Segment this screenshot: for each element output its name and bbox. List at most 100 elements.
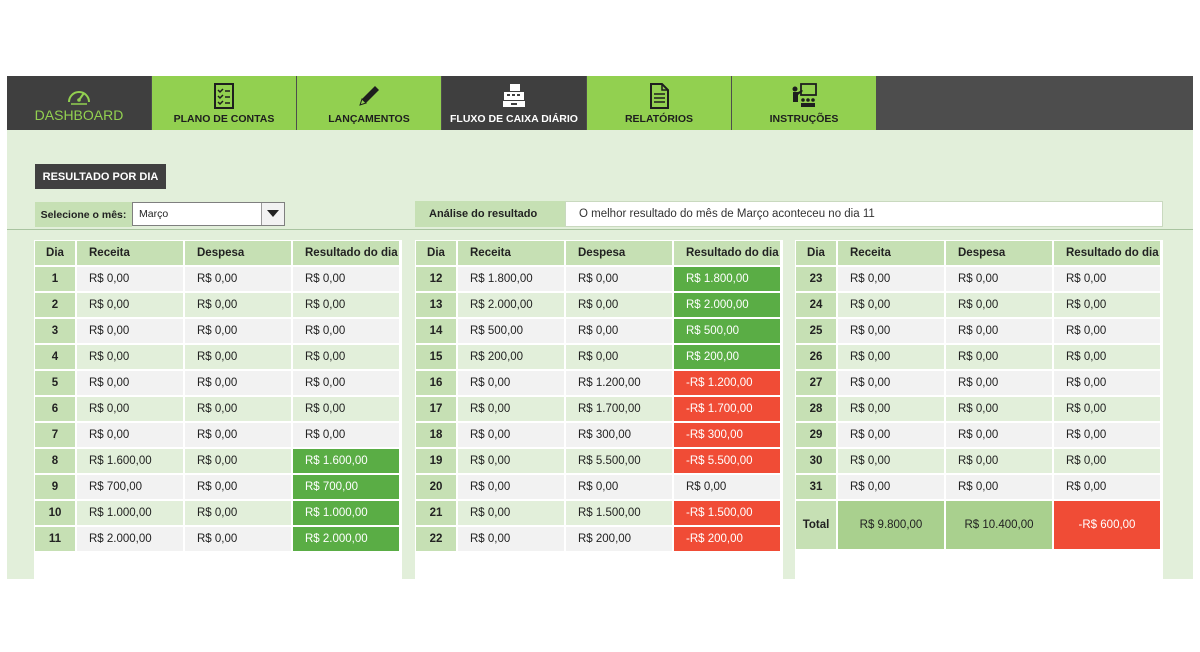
resultado-cell[interactable]: R$ 0,00 (292, 370, 400, 396)
despesa-cell[interactable]: R$ 0,00 (945, 422, 1053, 448)
despesa-cell[interactable]: R$ 0,00 (945, 318, 1053, 344)
day-cell[interactable]: 2 (34, 292, 76, 318)
despesa-cell[interactable]: R$ 1.700,00 (565, 396, 673, 422)
receita-cell[interactable]: R$ 700,00 (76, 474, 184, 500)
despesa-cell[interactable]: R$ 0,00 (184, 526, 292, 552)
receita-cell[interactable]: R$ 0,00 (457, 422, 565, 448)
resultado-cell[interactable]: R$ 0,00 (292, 396, 400, 422)
despesa-cell[interactable]: R$ 0,00 (945, 448, 1053, 474)
resultado-cell[interactable]: -R$ 1.200,00 (673, 370, 781, 396)
day-cell[interactable]: 28 (795, 396, 837, 422)
receita-cell[interactable]: R$ 2.000,00 (457, 292, 565, 318)
despesa-cell[interactable]: R$ 0,00 (565, 344, 673, 370)
receita-cell[interactable]: R$ 0,00 (76, 344, 184, 370)
resultado-cell[interactable]: R$ 0,00 (1053, 344, 1161, 370)
resultado-cell[interactable]: R$ 0,00 (1053, 292, 1161, 318)
day-cell[interactable]: 7 (34, 422, 76, 448)
despesa-cell[interactable]: R$ 0,00 (565, 474, 673, 500)
resultado-cell[interactable]: R$ 1.800,00 (673, 266, 781, 292)
day-cell[interactable]: 25 (795, 318, 837, 344)
receita-cell[interactable]: R$ 0,00 (457, 500, 565, 526)
day-cell[interactable]: 12 (415, 266, 457, 292)
despesa-cell[interactable]: R$ 0,00 (945, 292, 1053, 318)
nav-instrucoes[interactable]: INSTRUÇÕES (732, 76, 876, 130)
resultado-cell[interactable]: R$ 0,00 (1053, 448, 1161, 474)
receita-cell[interactable]: R$ 0,00 (76, 422, 184, 448)
resultado-cell[interactable]: R$ 1.600,00 (292, 448, 400, 474)
despesa-cell[interactable]: R$ 0,00 (184, 448, 292, 474)
receita-cell[interactable]: R$ 0,00 (837, 318, 945, 344)
day-cell[interactable]: 13 (415, 292, 457, 318)
receita-cell[interactable]: R$ 1.000,00 (76, 500, 184, 526)
day-cell[interactable]: 6 (34, 396, 76, 422)
day-cell[interactable]: 22 (415, 526, 457, 552)
resultado-cell[interactable]: R$ 0,00 (1053, 318, 1161, 344)
day-cell[interactable]: 26 (795, 344, 837, 370)
resultado-cell[interactable]: R$ 500,00 (673, 318, 781, 344)
resultado-cell[interactable]: R$ 0,00 (292, 266, 400, 292)
resultado-cell[interactable]: R$ 2.000,00 (673, 292, 781, 318)
resultado-cell[interactable]: R$ 0,00 (1053, 266, 1161, 292)
resultado-cell[interactable]: -R$ 5.500,00 (673, 448, 781, 474)
resultado-cell[interactable]: R$ 0,00 (1053, 474, 1161, 500)
resultado-cell[interactable]: R$ 0,00 (1053, 396, 1161, 422)
despesa-cell[interactable]: R$ 0,00 (184, 422, 292, 448)
despesa-cell[interactable]: R$ 5.500,00 (565, 448, 673, 474)
resultado-cell[interactable]: R$ 700,00 (292, 474, 400, 500)
despesa-cell[interactable]: R$ 0,00 (184, 370, 292, 396)
despesa-cell[interactable]: R$ 0,00 (184, 500, 292, 526)
despesa-cell[interactable]: R$ 0,00 (945, 344, 1053, 370)
day-cell[interactable]: 29 (795, 422, 837, 448)
receita-cell[interactable]: R$ 0,00 (837, 396, 945, 422)
receita-cell[interactable]: R$ 0,00 (837, 370, 945, 396)
day-cell[interactable]: 31 (795, 474, 837, 500)
day-cell[interactable]: 21 (415, 500, 457, 526)
despesa-cell[interactable]: R$ 0,00 (184, 292, 292, 318)
day-cell[interactable]: 11 (34, 526, 76, 552)
receita-cell[interactable]: R$ 0,00 (76, 370, 184, 396)
receita-cell[interactable]: R$ 2.000,00 (76, 526, 184, 552)
dropdown-arrow-icon[interactable] (261, 203, 284, 225)
day-cell[interactable]: 23 (795, 266, 837, 292)
despesa-cell[interactable]: R$ 1.500,00 (565, 500, 673, 526)
day-cell[interactable]: 15 (415, 344, 457, 370)
day-cell[interactable]: 19 (415, 448, 457, 474)
receita-cell[interactable]: R$ 0,00 (457, 396, 565, 422)
receita-cell[interactable]: R$ 0,00 (837, 292, 945, 318)
resultado-cell[interactable]: R$ 2.000,00 (292, 526, 400, 552)
receita-cell[interactable]: R$ 0,00 (457, 474, 565, 500)
receita-cell[interactable]: R$ 0,00 (837, 422, 945, 448)
resultado-cell[interactable]: R$ 0,00 (1053, 370, 1161, 396)
day-cell[interactable]: 24 (795, 292, 837, 318)
receita-cell[interactable]: R$ 0,00 (76, 396, 184, 422)
despesa-cell[interactable]: R$ 0,00 (945, 474, 1053, 500)
receita-cell[interactable]: R$ 200,00 (457, 344, 565, 370)
receita-cell[interactable]: R$ 0,00 (457, 370, 565, 396)
day-cell[interactable]: 14 (415, 318, 457, 344)
resultado-cell[interactable]: R$ 0,00 (292, 292, 400, 318)
day-cell[interactable]: 17 (415, 396, 457, 422)
despesa-cell[interactable]: R$ 0,00 (565, 318, 673, 344)
resultado-cell[interactable]: R$ 0,00 (1053, 422, 1161, 448)
despesa-cell[interactable]: R$ 0,00 (184, 318, 292, 344)
nav-fluxo-de-caixa-diario[interactable]: FLUXO DE CAIXA DIÁRIO (442, 76, 586, 130)
despesa-cell[interactable]: R$ 1.200,00 (565, 370, 673, 396)
resultado-cell[interactable]: R$ 0,00 (673, 474, 781, 500)
day-cell[interactable]: 1 (34, 266, 76, 292)
day-cell[interactable]: 5 (34, 370, 76, 396)
despesa-cell[interactable]: R$ 0,00 (945, 370, 1053, 396)
day-cell[interactable]: 20 (415, 474, 457, 500)
despesa-cell[interactable]: R$ 0,00 (565, 292, 673, 318)
nav-dashboard[interactable]: DASHBOARD (7, 76, 151, 130)
resultado-cell[interactable]: -R$ 300,00 (673, 422, 781, 448)
month-dropdown[interactable]: Março (132, 202, 285, 226)
despesa-cell[interactable]: R$ 0,00 (184, 396, 292, 422)
receita-cell[interactable]: R$ 0,00 (837, 344, 945, 370)
despesa-cell[interactable]: R$ 0,00 (945, 266, 1053, 292)
resultado-cell[interactable]: -R$ 200,00 (673, 526, 781, 552)
receita-cell[interactable]: R$ 500,00 (457, 318, 565, 344)
day-cell[interactable]: 16 (415, 370, 457, 396)
resultado-cell[interactable]: -R$ 1.500,00 (673, 500, 781, 526)
nav-plano-de-contas[interactable]: PLANO DE CONTAS (152, 76, 296, 130)
receita-cell[interactable]: R$ 1.600,00 (76, 448, 184, 474)
